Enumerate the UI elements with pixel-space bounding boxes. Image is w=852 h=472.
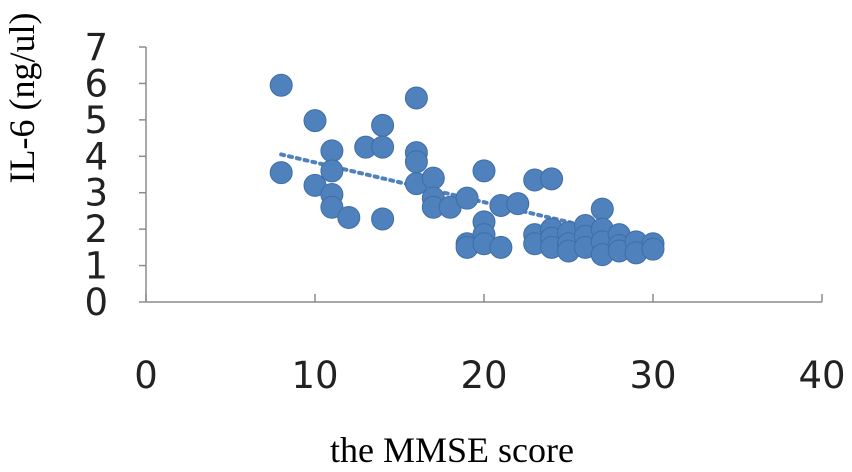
x-tick-label: 10 (291, 354, 338, 397)
data-point (590, 197, 614, 221)
x-tick-label: 40 (798, 354, 845, 397)
data-point (303, 109, 327, 133)
data-point (371, 135, 395, 159)
axes (139, 46, 823, 303)
data-point (455, 186, 479, 210)
y-tick-label: 1 (84, 245, 108, 288)
x-tick-label: 0 (134, 354, 158, 397)
data-point (371, 207, 395, 231)
data-point (320, 195, 344, 219)
y-tick-label: 3 (84, 172, 108, 215)
data-point (489, 235, 513, 259)
x-tick-labels: 0 10 20 30 40 (134, 354, 845, 397)
data-point (269, 73, 293, 97)
data-point (421, 166, 445, 190)
data-point (320, 159, 344, 183)
data-point (540, 167, 564, 191)
x-axis-title: the MMSE score (330, 430, 574, 470)
y-axis-title: IL-6 (ng/ul) (2, 13, 42, 184)
y-tick-label: 7 (84, 26, 108, 69)
data-point (404, 86, 428, 110)
x-tick-label: 20 (460, 354, 507, 397)
x-tick-label: 30 (629, 354, 676, 397)
y-tick-label: 6 (84, 62, 108, 105)
data-point (472, 159, 496, 183)
data-point (506, 192, 530, 216)
data-point (320, 139, 344, 163)
data-point (404, 150, 428, 174)
y-tick-label: 2 (84, 208, 108, 251)
y-tick-label: 4 (84, 135, 108, 178)
data-point (371, 113, 395, 137)
y-tick-label: 5 (84, 99, 108, 142)
data-point (641, 237, 665, 261)
data-points (269, 73, 665, 267)
y-tick-label: 0 (84, 281, 108, 324)
data-point (269, 161, 293, 185)
data-point (337, 205, 361, 229)
